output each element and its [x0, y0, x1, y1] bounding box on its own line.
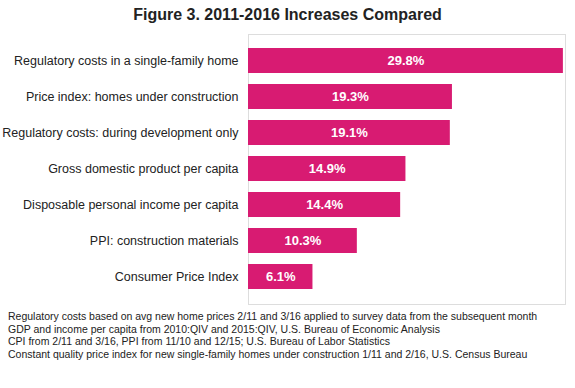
svg-text:Price index: homes under const: Price index: homes under construction [26, 90, 239, 104]
html-text:Constant quality price index f: Constant quality price index for new sin… [8, 347, 528, 360]
svg-text:14.4%: 14.4% [306, 197, 343, 212]
svg-text:14.9%: 14.9% [309, 161, 346, 176]
svg-text:Disposable personal income per: Disposable personal income per capita [23, 198, 238, 212]
svg-text:PPI: construction materials: PPI: construction materials [90, 234, 239, 248]
html-text:Regulatory costs based on avg: Regulatory costs based on avg new home p… [8, 310, 538, 322]
svg-text:Consumer Price Index: Consumer Price Index [115, 270, 239, 284]
html-text:GDP and income per capita from: GDP and income per capita from 2010:QIV … [8, 322, 440, 335]
svg-text:19.1%: 19.1% [331, 125, 368, 140]
svg-text:10.3%: 10.3% [284, 233, 321, 248]
html-text:Figure 3. 2011-2016 Increases: Figure 3. 2011-2016 Increases Compared [133, 6, 442, 23]
svg-text:6.1%: 6.1% [266, 269, 296, 284]
html-text:CPI from 2/11 and 3/16, PPI fr: CPI from 2/11 and 3/16, PPI from 11/10 a… [8, 335, 390, 347]
svg-text:Regulatory costs: during devel: Regulatory costs: during development onl… [2, 126, 239, 140]
svg-text:Gross domestic product per cap: Gross domestic product per capita [48, 162, 238, 176]
svg-text:19.3%: 19.3% [332, 89, 369, 104]
svg-text:Regulatory costs in a single-f: Regulatory costs in a single-family home [14, 54, 238, 68]
svg-text:29.8%: 29.8% [388, 53, 425, 68]
